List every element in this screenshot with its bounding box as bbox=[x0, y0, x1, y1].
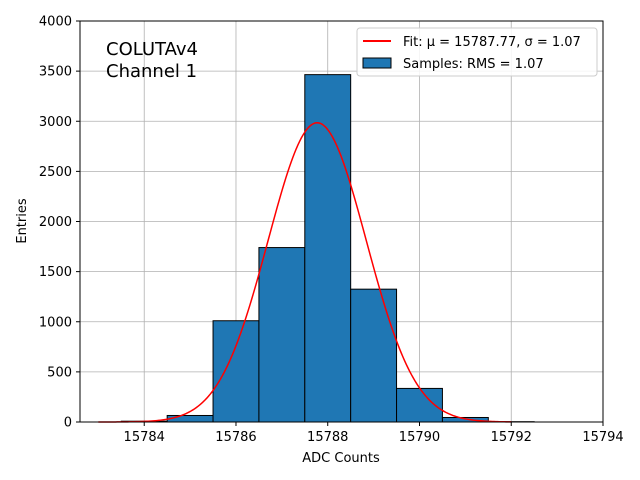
fit-curve bbox=[98, 122, 512, 423]
histogram-bar bbox=[304, 74, 352, 423]
legend-samples-swatch bbox=[362, 57, 392, 69]
annotation-line-1: COLUTAv4 bbox=[106, 39, 198, 60]
y-tick-label: 4000 bbox=[39, 15, 72, 30]
y-tick-label: 1500 bbox=[39, 265, 72, 280]
y-tick-label: 3500 bbox=[39, 65, 72, 80]
y-axis-ticks: 0 500 1000 1500 2000 2500 3000 3500 4000 bbox=[39, 15, 80, 431]
y-tick-label: 2500 bbox=[39, 165, 72, 180]
x-tick-label: 15788 bbox=[307, 430, 348, 445]
histogram-bar bbox=[212, 320, 260, 423]
y-tick-label: 2000 bbox=[39, 215, 72, 230]
y-tick-label: 0 bbox=[64, 416, 72, 431]
x-tick-label: 15790 bbox=[399, 430, 440, 445]
x-axis-ticks: 15784 15786 15788 15790 15792 15794 bbox=[124, 422, 624, 445]
y-tick-label: 500 bbox=[47, 365, 72, 380]
histogram-bars bbox=[120, 74, 535, 423]
legend: Fit: μ = 15787.77, σ = 1.07 Samples: RMS… bbox=[356, 27, 598, 77]
legend-samples-label: Samples: RMS = 1.07 bbox=[403, 57, 544, 72]
x-tick-label: 15794 bbox=[582, 430, 623, 445]
x-axis-label: ADC Counts bbox=[302, 451, 380, 466]
annotation-line-2: Channel 1 bbox=[106, 61, 197, 82]
y-tick-label: 3000 bbox=[39, 115, 72, 130]
histogram-bar bbox=[166, 414, 214, 423]
histogram-bar bbox=[258, 247, 306, 423]
legend-box bbox=[356, 27, 598, 77]
histogram-bar bbox=[350, 288, 398, 423]
x-tick-label: 15792 bbox=[491, 430, 532, 445]
y-axis-label: Entries bbox=[15, 198, 30, 244]
y-tick-label: 1000 bbox=[39, 315, 72, 330]
x-tick-label: 15786 bbox=[215, 430, 256, 445]
legend-fit-label: Fit: μ = 15787.77, σ = 1.07 bbox=[403, 35, 581, 50]
x-tick-label: 15784 bbox=[124, 430, 165, 445]
